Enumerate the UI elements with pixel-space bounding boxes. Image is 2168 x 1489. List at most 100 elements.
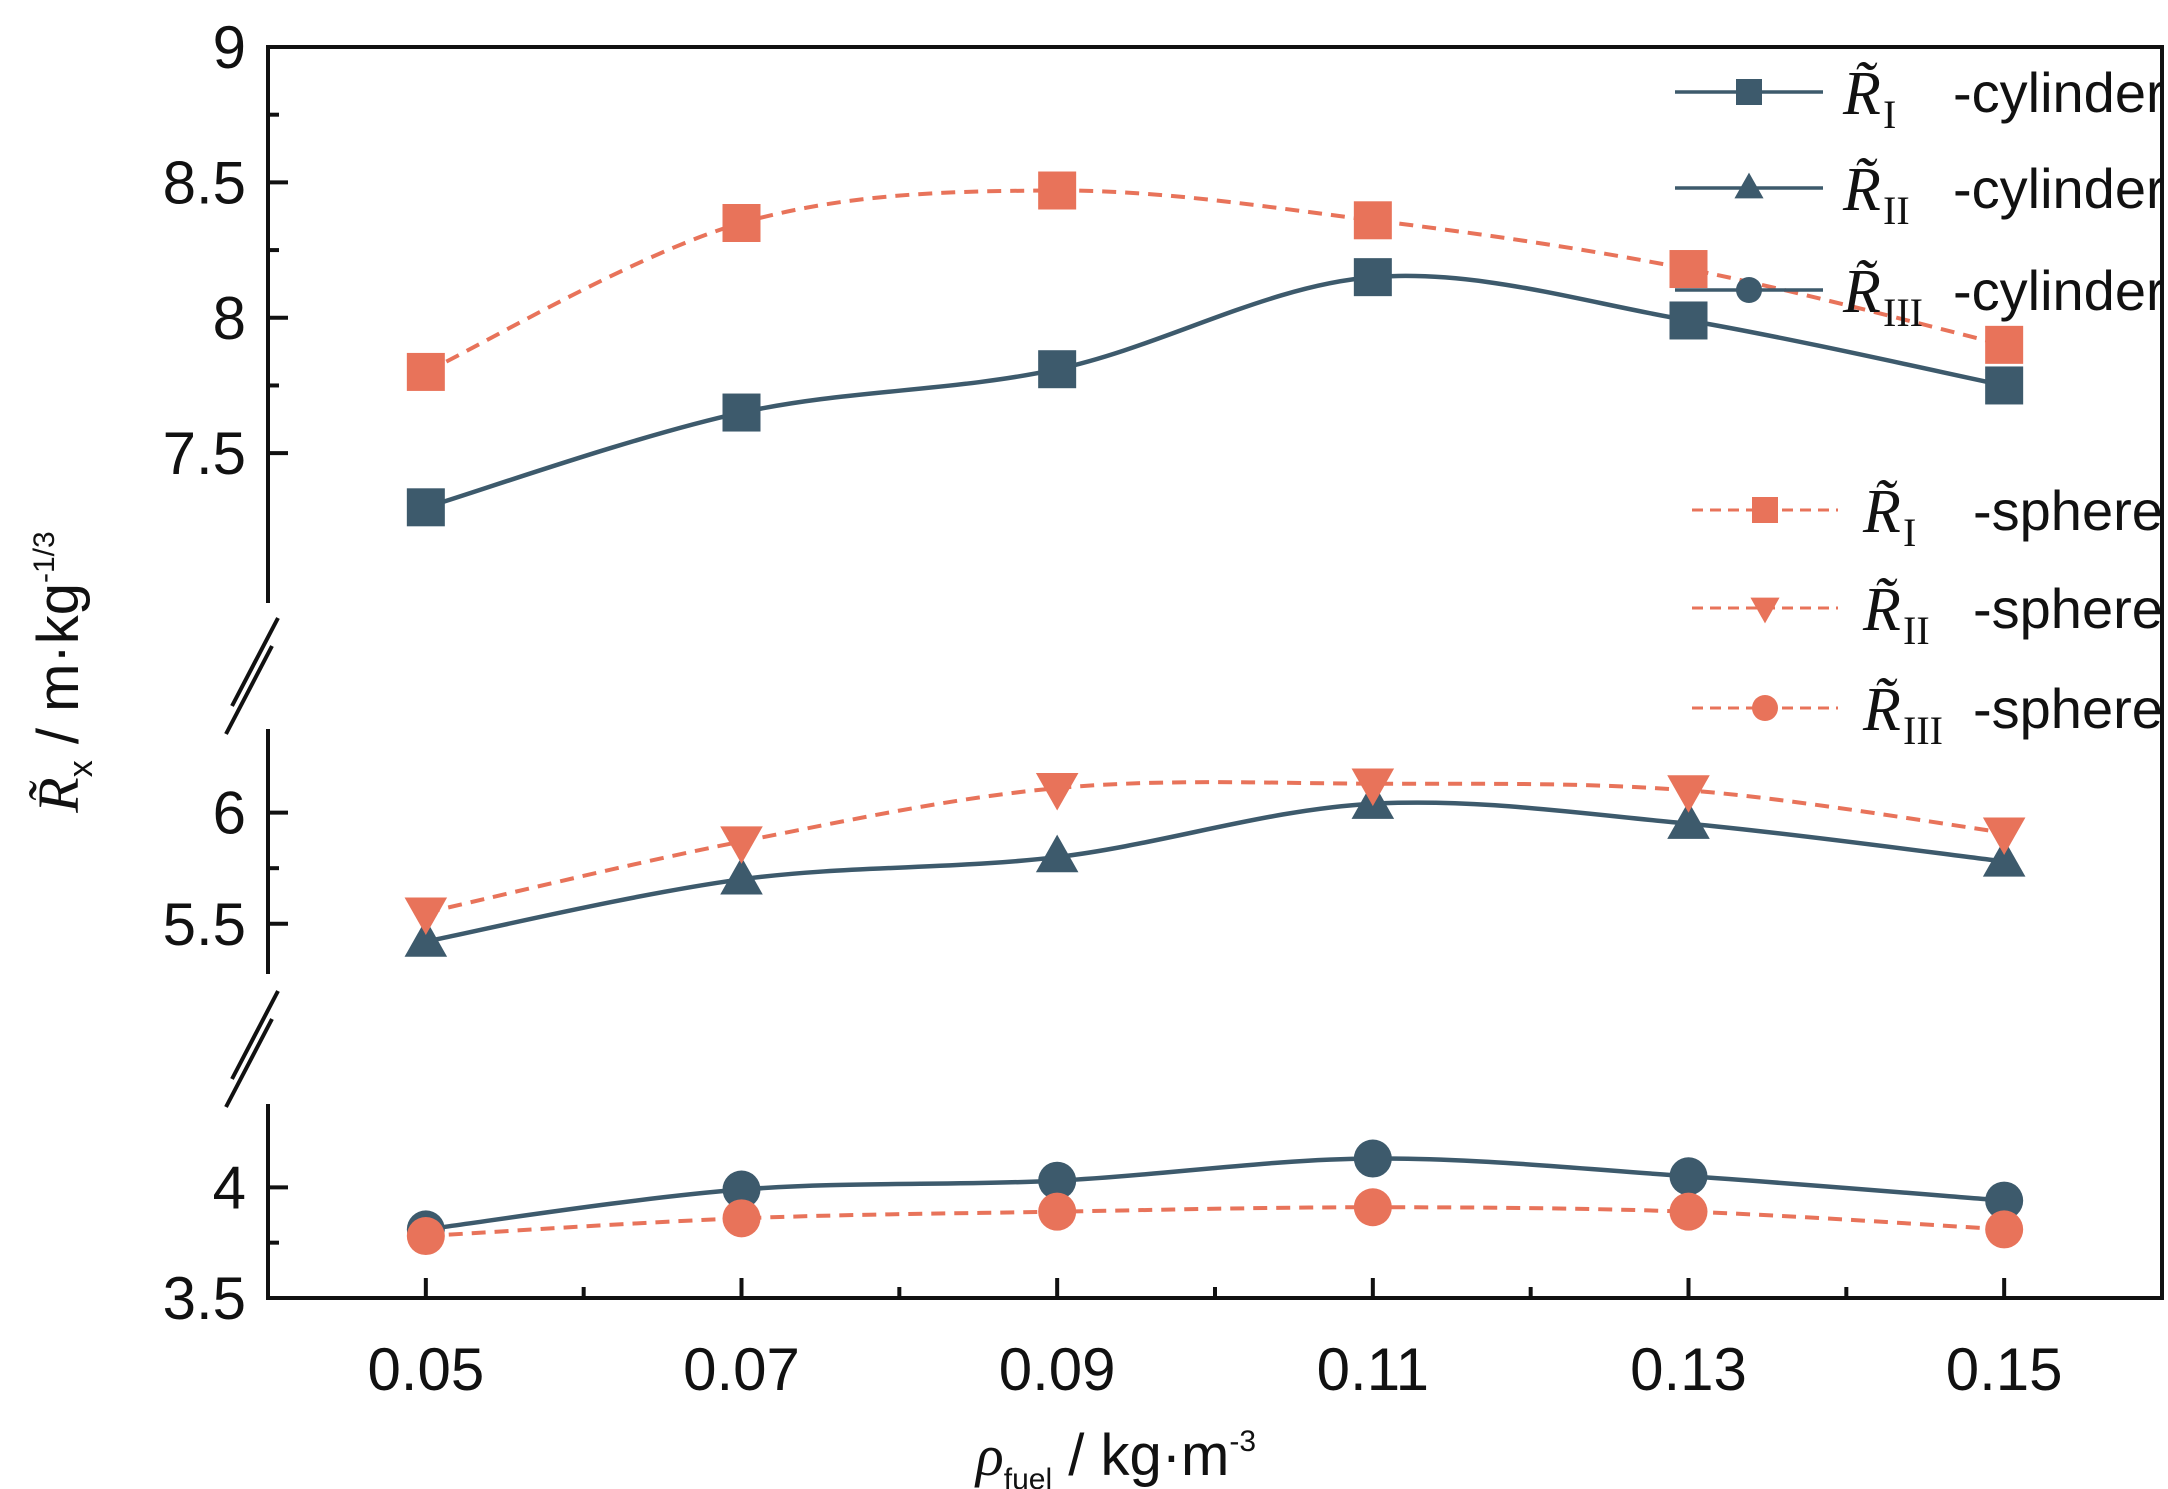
legend-symbol: R̃: [1842, 60, 1881, 128]
x-tick-label: 0.09: [999, 1336, 1116, 1403]
legend-label: -cylinder: [1953, 157, 2165, 220]
legend-marker-cylinder-i: [1736, 79, 1762, 105]
data-point-cylinder-iii: [1985, 1181, 2024, 1220]
data-point-cylinder-i: [406, 488, 445, 527]
data-point-sphere-ii: [404, 897, 448, 936]
series-line-sphere-i: [424, 188, 2005, 374]
legend-marker-cylinder-iii: [1736, 277, 1762, 303]
x-axis-symbol: ρ: [974, 1423, 1004, 1488]
y-tick-label: 7.5: [163, 420, 246, 487]
data-point-sphere-ii: [720, 826, 763, 864]
series-markers: [404, 171, 2026, 1256]
legend-label: -sphere: [1973, 677, 2163, 740]
legend-subscript: III: [1883, 290, 1923, 335]
x-axis-title: ρfuel / kg·m-3: [974, 1423, 1256, 1489]
legend-label: -cylinder: [1953, 61, 2165, 124]
x-axis-unit: / kg·m: [1052, 1423, 1229, 1488]
axis-break-gap: [258, 974, 278, 1104]
legend-subscript: I: [1883, 92, 1896, 137]
legend-label: -sphere: [1973, 577, 2163, 640]
data-point-cylinder-i: [1669, 301, 1708, 340]
axis-break-mark: [224, 645, 274, 735]
series-line-sphere-iii: [425, 1205, 2005, 1239]
legend-subscript: II: [1883, 188, 1910, 233]
series-line-sphere-ii: [425, 780, 2005, 915]
data-point-sphere-ii: [1982, 817, 2026, 855]
y-axis-title: R̃x / m·kg-1/3: [26, 531, 100, 813]
x-tick-label: 0.07: [683, 1336, 800, 1403]
data-point-cylinder-ii: [1982, 839, 2026, 877]
x-tick-label: 0.13: [1630, 1336, 1747, 1403]
data-point-sphere-ii: [1351, 768, 1395, 807]
data-point-sphere-i: [722, 204, 761, 242]
data-point-cylinder-iii: [1038, 1161, 1077, 1200]
data-point-cylinder-ii: [720, 856, 763, 895]
series-line-cylinder-i: [425, 273, 2005, 510]
data-point-cylinder-ii: [1035, 834, 1079, 873]
y-axis-superscript: -1/3: [28, 531, 61, 583]
axis-break-mark: [224, 1018, 274, 1108]
axis-titles: ρfuel / kg·m-3 R̃x / m·kg-1/3: [26, 531, 1256, 1489]
data-point-sphere-iii: [1353, 1188, 1392, 1227]
data-point-sphere-ii: [1667, 775, 1710, 813]
data-point-sphere-iii: [406, 1217, 445, 1256]
x-axis-superscript: -3: [1229, 1425, 1256, 1458]
legend-label: -cylinder: [1953, 259, 2165, 322]
legend-marker-sphere-ii: [1750, 597, 1780, 624]
legend-marker-sphere-iii: [1752, 695, 1778, 721]
data-point-sphere-iii: [722, 1199, 761, 1238]
data-point-sphere-iii: [1038, 1192, 1077, 1231]
plot-frame: [266, 45, 2164, 1300]
data-point-cylinder-i: [1353, 258, 1392, 297]
series-line-cylinder-iii: [425, 1156, 2005, 1232]
data-point-cylinder-i: [1985, 366, 2024, 405]
data-point-cylinder-i: [722, 393, 761, 432]
y-tick-label: 9: [213, 14, 246, 81]
series-line-cylinder-ii: [425, 800, 2005, 944]
legend-label: -sphere: [1973, 479, 2163, 542]
legend-subscript: I: [1903, 510, 1916, 555]
x-tick-label: 0.15: [1946, 1336, 2063, 1403]
data-point-sphere-i: [1985, 325, 2024, 364]
y-tick-label: 6: [213, 780, 246, 847]
axes: 0.05 0.07 0.09 0.11 0.13 0.15 3.5 4 5.5 6 7.5 8 8.5 9: [163, 14, 2164, 1403]
axis-break-gap: [258, 603, 278, 729]
y-axis-unit: / m·kg: [26, 583, 91, 760]
data-point-cylinder-i: [1038, 350, 1077, 389]
x-tick-label: 0.05: [367, 1336, 484, 1403]
y-tick-label: 3.5: [163, 1265, 246, 1332]
y-tick-label: 5.5: [163, 891, 246, 958]
legend-marker-sphere-i: [1752, 497, 1778, 523]
data-point-sphere-ii: [1035, 772, 1079, 811]
data-point-cylinder-ii: [1667, 801, 1710, 839]
legend-marker-cylinder-ii: [1734, 172, 1764, 199]
axis-break-mark: [230, 990, 280, 1080]
y-tick-label: 4: [213, 1154, 246, 1221]
legend-subscript: II: [1903, 608, 1930, 653]
y-tick-label: 8.5: [163, 149, 246, 216]
axis-break-mark: [230, 617, 280, 707]
data-point-cylinder-iii: [1353, 1139, 1392, 1178]
legend-symbol: R̃: [1842, 156, 1881, 224]
y-tick-label: 8: [213, 285, 246, 352]
data-point-sphere-i: [406, 352, 445, 391]
x-axis-subscript: fuel: [1004, 1463, 1052, 1489]
data-point-sphere-i: [1669, 250, 1708, 289]
x-tick-label: 0.11: [1317, 1336, 1429, 1403]
legend-symbol: R̃: [1842, 258, 1881, 326]
legend-symbol: R̃: [1862, 576, 1901, 644]
y-axis-symbol: R̃: [26, 777, 91, 813]
legend-symbol: R̃: [1862, 676, 1901, 744]
data-point-sphere-iii: [1985, 1210, 2024, 1249]
data-point-sphere-i: [1353, 201, 1392, 240]
legend-subscript: III: [1903, 708, 1943, 753]
data-point-cylinder-ii: [404, 919, 448, 957]
y-axis-title-group: R̃x / m·kg-1/3: [26, 531, 100, 813]
y-axis-subscript: x: [62, 760, 100, 777]
data-point-sphere-i: [1038, 171, 1077, 210]
data-point-cylinder-iii: [1669, 1157, 1708, 1196]
data-point-cylinder-iii: [722, 1170, 761, 1209]
data-point-sphere-iii: [1669, 1192, 1708, 1231]
